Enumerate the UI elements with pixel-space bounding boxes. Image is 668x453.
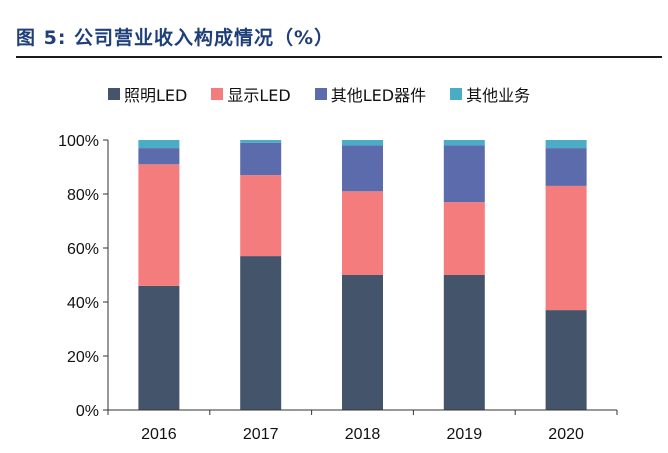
bar-segment-2018-s3 (342, 140, 383, 146)
bar-segment-2018-s2 (342, 145, 383, 192)
bar-segment-2018-s1 (342, 191, 383, 275)
legend-item-display-led: 显示LED (211, 82, 291, 106)
bar-segment-2020-s2 (545, 148, 587, 186)
legend-item-other-business: 其他业务 (450, 82, 530, 106)
bar-segment-2019-s1 (443, 202, 485, 275)
bar-segment-2020-s0 (545, 310, 587, 410)
bar-segment-2016-s1 (138, 164, 180, 286)
bar-segment-2020-s1 (545, 185, 587, 311)
bar-segment-2017-s1 (240, 175, 282, 257)
bar-segment-2016-s0 (138, 285, 180, 410)
x-tick-label: 2020 (548, 426, 584, 443)
y-tick-label: 80% (67, 187, 99, 204)
legend-item-other-led-devices: 其他LED器件 (314, 82, 427, 106)
legend-swatch (314, 88, 327, 100)
legend-label: 显示LED (227, 86, 291, 105)
bar-segment-2019-s2 (443, 145, 485, 203)
axes-layer: 2016 2017 2018 2019 2020 0% 20% 40% 60% 80% 100% (58, 133, 618, 443)
x-tick-label: 2017 (243, 426, 279, 443)
x-tick-label: 2016 (141, 426, 177, 443)
y-tick-label: 0% (76, 403, 99, 420)
y-tick-label: 20% (67, 349, 99, 366)
bar-segment-2019-s0 (443, 275, 485, 410)
legend-label: 其他LED器件 (330, 86, 427, 105)
bar-segment-2016-s3 (138, 140, 180, 149)
x-tick-label: 2018 (345, 426, 381, 443)
bar-segment-2020-s3 (545, 140, 587, 149)
bar-segment-2016-s2 (138, 148, 180, 165)
legend-item-lighting-led: 照明LED (108, 82, 187, 106)
y-tick-label: 100% (58, 133, 99, 150)
bar-segment-2017-s3 (240, 140, 282, 143)
legend-label: 照明LED (124, 86, 188, 105)
bars-layer (138, 140, 587, 410)
bar-segment-2017-s2 (240, 142, 282, 176)
y-tick-label: 60% (67, 241, 99, 258)
y-tick-label: 40% (67, 295, 99, 312)
x-tick-label: 2019 (447, 426, 483, 443)
figure-title: 图 5: 公司营业收入构成情况（%） (16, 27, 335, 49)
bar-segment-2017-s0 (240, 256, 282, 410)
legend-swatch (211, 88, 224, 100)
legend-swatch (108, 88, 120, 100)
chart-legend: 照明LED 显示LED 其他LED器件 其他业务 (108, 82, 554, 106)
bar-segment-2018-s0 (342, 275, 383, 410)
legend-label: 其他业务 (466, 86, 531, 105)
title-divider (16, 56, 662, 58)
bar-segment-2019-s3 (443, 140, 485, 146)
legend-swatch (450, 88, 463, 100)
